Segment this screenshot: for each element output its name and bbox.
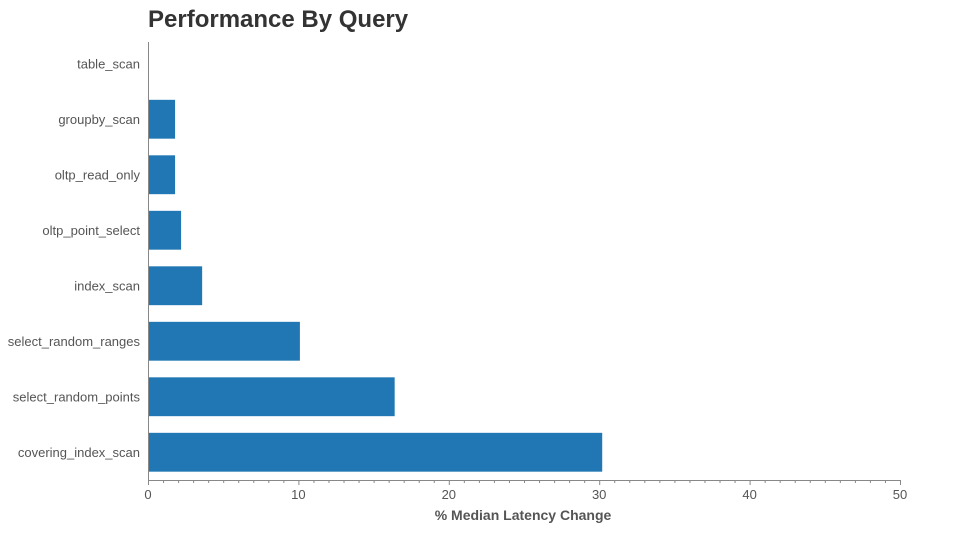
x-tick-label: 50 xyxy=(893,487,907,502)
category-labels: table_scan groupby_scan oltp_read_onlyoltp… xyxy=(8,56,141,460)
category-label: covering_index_scan xyxy=(18,445,140,460)
bar-covering-index-scan xyxy=(148,432,603,472)
bars xyxy=(148,99,603,472)
x-axis-title: % Median Latency Change xyxy=(435,507,612,523)
x-axis-ticks: 0 10 20 30 40 50 xyxy=(144,480,907,502)
bar-oltp-point-select xyxy=(148,210,182,250)
x-tick-label: 20 xyxy=(442,487,456,502)
x-tick-label: 30 xyxy=(592,487,606,502)
x-tick-label: 10 xyxy=(291,487,305,502)
category-label: groupby_scan xyxy=(58,112,140,127)
category-label: oltp_read_only xyxy=(55,167,141,182)
category-label: oltp_point_select xyxy=(42,223,140,238)
x-tick-label: 0 xyxy=(144,487,151,502)
category-label: index_scan xyxy=(74,278,140,293)
bar-select-random-ranges xyxy=(148,321,300,361)
category-label: select_random_ranges xyxy=(8,334,141,349)
category-label: table_scan xyxy=(77,56,140,71)
category-label: select_random_points xyxy=(13,389,141,404)
bar-oltp-read-only xyxy=(148,155,176,195)
bar-select-random-points xyxy=(148,377,395,417)
chart-title: Performance By Query xyxy=(148,6,409,33)
bar-index-scan xyxy=(148,266,203,306)
x-tick-label: 40 xyxy=(742,487,756,502)
bar-groupby-scan xyxy=(148,99,176,139)
